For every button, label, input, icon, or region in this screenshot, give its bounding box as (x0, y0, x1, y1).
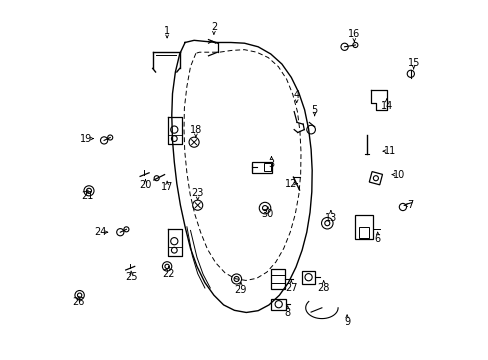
Text: 4: 4 (293, 90, 299, 100)
Bar (251, 162, 271, 173)
Text: 11: 11 (384, 146, 396, 156)
Text: 1: 1 (163, 26, 170, 36)
Text: 17: 17 (161, 182, 173, 192)
Text: 6: 6 (374, 234, 380, 244)
Text: 10: 10 (392, 170, 405, 180)
Text: 21: 21 (81, 191, 94, 201)
Text: 25: 25 (124, 272, 137, 282)
Text: 7: 7 (406, 200, 412, 210)
Text: 18: 18 (189, 125, 202, 135)
Text: 14: 14 (380, 101, 392, 111)
Text: 12: 12 (285, 179, 297, 189)
Text: 13: 13 (324, 213, 336, 223)
Text: 2: 2 (210, 22, 217, 32)
Bar (271, 299, 285, 310)
Bar (302, 271, 314, 284)
Text: 26: 26 (73, 297, 85, 307)
Text: 15: 15 (407, 58, 419, 68)
Text: 29: 29 (234, 285, 246, 295)
Bar (354, 215, 372, 239)
Text: 27: 27 (285, 283, 297, 293)
Bar (368, 172, 382, 185)
Bar (358, 227, 368, 238)
Bar (270, 269, 285, 289)
Text: 9: 9 (344, 317, 349, 327)
Text: 20: 20 (139, 180, 151, 190)
Text: 22: 22 (163, 269, 175, 279)
Text: 23: 23 (191, 188, 203, 198)
Text: 19: 19 (80, 134, 92, 144)
Text: 8: 8 (284, 308, 290, 318)
Text: 30: 30 (261, 209, 273, 219)
Text: 5: 5 (311, 105, 317, 115)
Bar (263, 163, 270, 171)
Text: 28: 28 (317, 283, 329, 293)
Text: 24: 24 (94, 227, 106, 237)
Text: 3: 3 (268, 159, 274, 169)
Text: 16: 16 (347, 29, 360, 39)
